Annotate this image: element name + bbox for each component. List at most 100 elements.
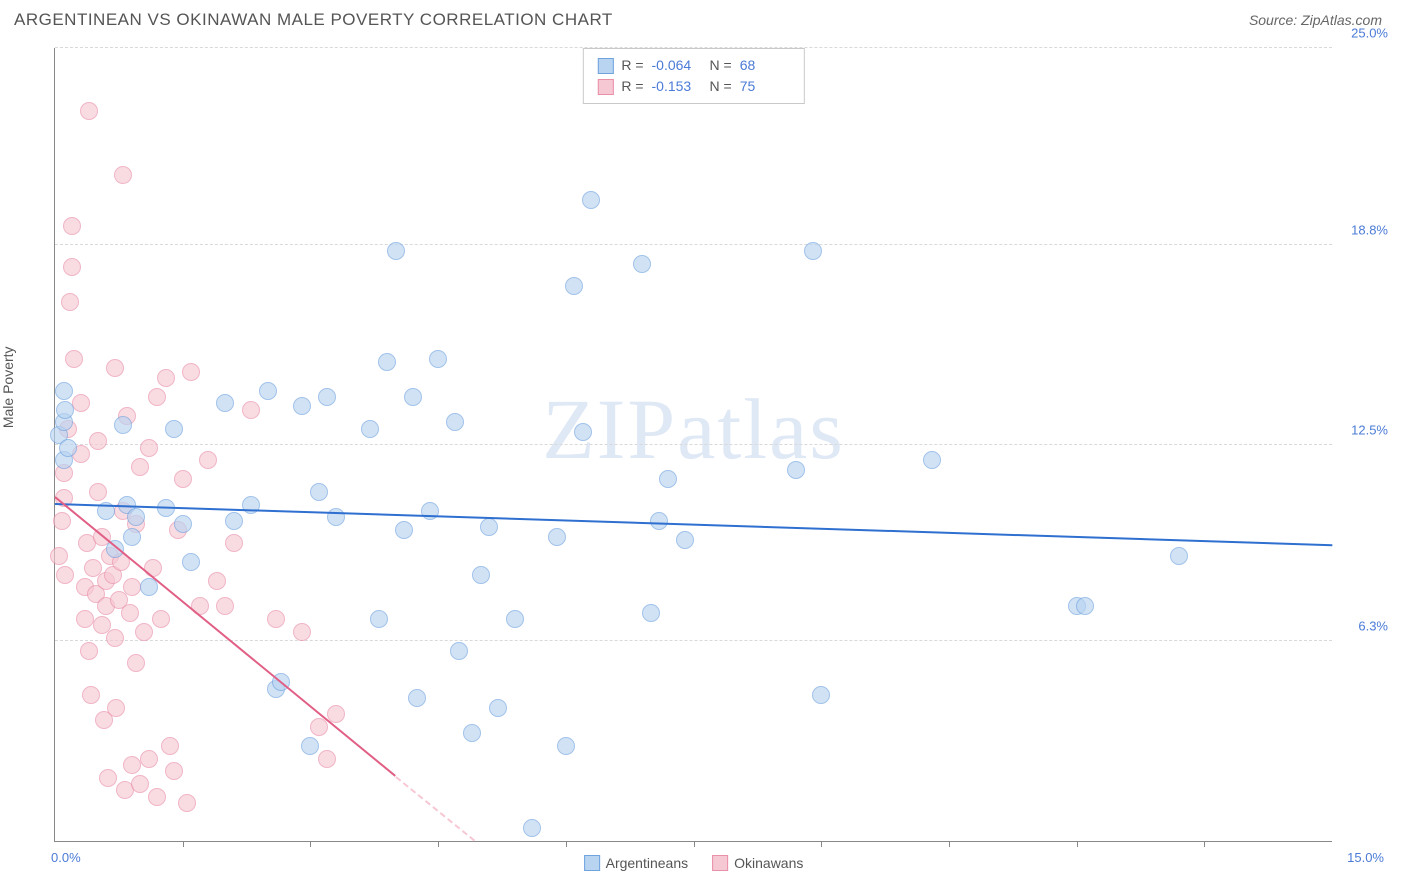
- scatter-point: [59, 439, 77, 457]
- scatter-point: [259, 382, 277, 400]
- scatter-point: [429, 350, 447, 368]
- y-tick-label: 25.0%: [1351, 26, 1388, 41]
- scatter-point: [63, 258, 81, 276]
- scatter-point: [56, 401, 74, 419]
- scatter-point: [489, 699, 507, 717]
- scatter-point: [114, 416, 132, 434]
- scatter-point: [114, 166, 132, 184]
- scatter-point: [182, 363, 200, 381]
- scatter-point: [208, 572, 226, 590]
- scatter-point: [523, 819, 541, 837]
- scatter-point: [131, 775, 149, 793]
- scatter-point: [216, 394, 234, 412]
- scatter-point: [121, 604, 139, 622]
- stat-r-label-1: R =: [621, 55, 643, 76]
- scatter-point: [267, 610, 285, 628]
- scatter-point: [633, 255, 651, 273]
- x-tick: [1077, 841, 1078, 847]
- scatter-point: [923, 451, 941, 469]
- scatter-point: [123, 528, 141, 546]
- scatter-point: [450, 642, 468, 660]
- scatter-point: [89, 432, 107, 450]
- scatter-point: [140, 750, 158, 768]
- stats-swatch-1: [597, 58, 613, 74]
- x-tick: [183, 841, 184, 847]
- scatter-point: [404, 388, 422, 406]
- legend-swatch-2: [712, 855, 728, 871]
- scatter-point: [55, 382, 73, 400]
- scatter-point: [80, 642, 98, 660]
- legend: Argentineans Okinawans: [584, 855, 804, 871]
- scatter-point: [131, 458, 149, 476]
- scatter-point: [387, 242, 405, 260]
- scatter-point: [1170, 547, 1188, 565]
- x-start-label: 0.0%: [51, 850, 81, 865]
- stat-n-label-2: N =: [710, 76, 732, 97]
- x-end-label: 15.0%: [1347, 850, 1384, 865]
- scatter-point: [182, 553, 200, 571]
- scatter-point: [199, 451, 217, 469]
- scatter-point: [676, 531, 694, 549]
- stat-n-label-1: N =: [710, 55, 732, 76]
- scatter-point: [642, 604, 660, 622]
- y-tick-label: 12.5%: [1351, 422, 1388, 437]
- scatter-point: [557, 737, 575, 755]
- scatter-point: [565, 277, 583, 295]
- stats-row-1: R = -0.064 N = 68: [597, 55, 789, 76]
- scatter-point: [293, 623, 311, 641]
- stats-row-2: R = -0.153 N = 75: [597, 76, 789, 97]
- scatter-point: [165, 762, 183, 780]
- scatter-point: [310, 483, 328, 501]
- stat-n-val-2: 75: [740, 76, 790, 97]
- watermark-atlas: atlas: [677, 381, 845, 477]
- scatter-point: [174, 470, 192, 488]
- scatter-point: [106, 629, 124, 647]
- scatter-point: [82, 686, 100, 704]
- watermark-zip: ZIP: [542, 381, 677, 477]
- stats-swatch-2: [597, 79, 613, 95]
- scatter-point: [161, 737, 179, 755]
- scatter-point: [812, 686, 830, 704]
- scatter-point: [361, 420, 379, 438]
- scatter-point: [301, 737, 319, 755]
- x-tick: [1204, 841, 1205, 847]
- legend-label-1: Argentineans: [606, 855, 689, 871]
- legend-item-1: Argentineans: [584, 855, 689, 871]
- scatter-point: [293, 397, 311, 415]
- scatter-point: [178, 794, 196, 812]
- scatter-point: [804, 242, 822, 260]
- scatter-point: [650, 512, 668, 530]
- x-tick: [566, 841, 567, 847]
- chart-container: Male Poverty ZIPatlas R = -0.064 N = 68 …: [14, 40, 1392, 882]
- scatter-point: [370, 610, 388, 628]
- scatter-point: [582, 191, 600, 209]
- scatter-point: [318, 750, 336, 768]
- scatter-point: [148, 788, 166, 806]
- grid-line: [55, 47, 1332, 48]
- y-tick-label: 18.8%: [1351, 222, 1388, 237]
- scatter-point: [787, 461, 805, 479]
- stats-box: R = -0.064 N = 68 R = -0.153 N = 75: [582, 48, 804, 104]
- scatter-point: [72, 394, 90, 412]
- scatter-point: [89, 483, 107, 501]
- scatter-point: [506, 610, 524, 628]
- scatter-point: [106, 359, 124, 377]
- x-tick: [438, 841, 439, 847]
- scatter-point: [174, 515, 192, 533]
- scatter-point: [50, 547, 68, 565]
- scatter-point: [480, 518, 498, 536]
- grid-line: [55, 244, 1332, 245]
- scatter-point: [378, 353, 396, 371]
- scatter-point: [242, 401, 260, 419]
- y-tick-label: 6.3%: [1358, 619, 1388, 634]
- scatter-point: [127, 508, 145, 526]
- scatter-point: [408, 689, 426, 707]
- scatter-point: [65, 350, 83, 368]
- scatter-point: [63, 217, 81, 235]
- scatter-point: [127, 654, 145, 672]
- scatter-point: [421, 502, 439, 520]
- scatter-point: [318, 388, 336, 406]
- x-tick: [694, 841, 695, 847]
- stat-r-val-1: -0.064: [652, 55, 702, 76]
- scatter-point: [216, 597, 234, 615]
